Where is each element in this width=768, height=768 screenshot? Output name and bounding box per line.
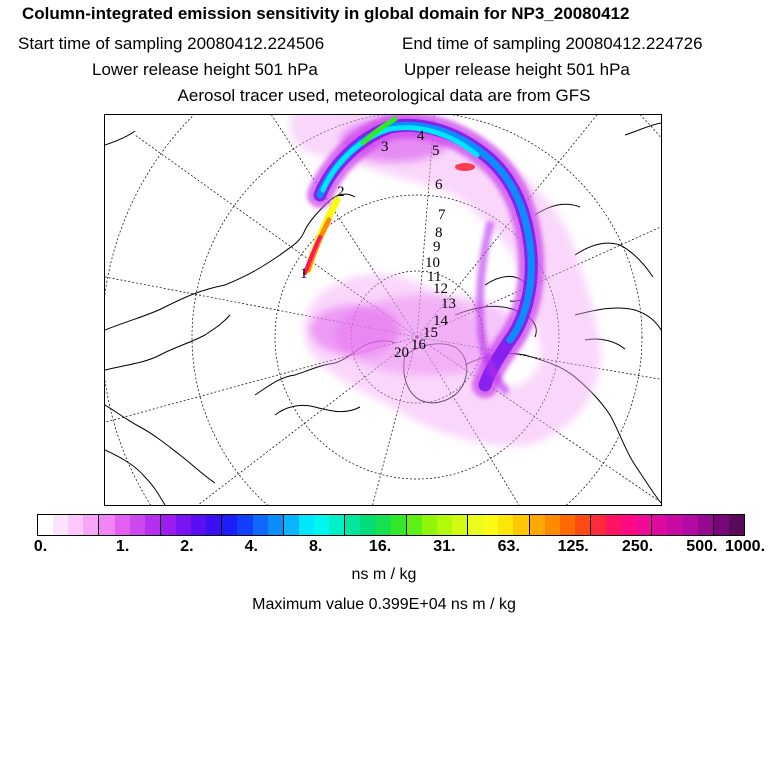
colorbar-segment bbox=[345, 515, 361, 535]
colorbar-segment bbox=[483, 515, 499, 535]
colorbar-tick-label: 125. bbox=[557, 538, 589, 555]
trajectory-label: 10 bbox=[425, 255, 440, 271]
latitude-circle bbox=[191, 115, 643, 505]
trajectory-label: 9 bbox=[433, 239, 441, 255]
colorbar-segment bbox=[590, 515, 607, 535]
trajectory-label: 16 bbox=[411, 337, 427, 353]
colorbar-segment bbox=[329, 515, 346, 535]
colorbar-segment bbox=[529, 515, 545, 535]
colorbar-tick-label: 16. bbox=[368, 538, 392, 555]
colorbar-segment bbox=[436, 515, 452, 535]
colorbar-segment bbox=[406, 515, 422, 535]
trajectory-label: 1 bbox=[300, 266, 308, 282]
plume-core-green bbox=[360, 116, 398, 146]
colorbar-segment bbox=[252, 515, 268, 535]
colorbar-segment bbox=[267, 515, 284, 535]
trajectory-label: 15 bbox=[423, 325, 438, 341]
trajectory-label: 20 bbox=[394, 345, 409, 361]
colorbar-tick-label: 1000. bbox=[724, 538, 766, 555]
trajectory-label: 3 bbox=[381, 139, 389, 155]
colorbar-segment bbox=[606, 515, 622, 535]
trajectory-label: 2 bbox=[337, 184, 345, 200]
trajectory-label: 4 bbox=[417, 128, 425, 144]
colorbar-segment bbox=[713, 515, 729, 535]
colorbar-segment bbox=[175, 515, 192, 535]
colorbar-segment bbox=[544, 515, 560, 535]
colorbar-segment bbox=[160, 515, 176, 535]
colorbar-tick-label: 2. bbox=[180, 538, 194, 555]
lower-release-height: Lower release height 501 hPa bbox=[92, 60, 318, 79]
colorbar-segment bbox=[728, 515, 745, 535]
colorbar-segment bbox=[298, 515, 314, 535]
colorbar-segment bbox=[513, 515, 530, 535]
plume-spot-red bbox=[455, 163, 475, 171]
colorbar-tick-label: 500. bbox=[686, 538, 718, 555]
end-time: End time of sampling 20080412.224726 bbox=[402, 34, 703, 53]
plume-arc-cyan bbox=[320, 125, 480, 193]
trajectory-label: 14 bbox=[433, 313, 449, 329]
colorbar-tick-label: 4. bbox=[244, 538, 258, 555]
colorbar-segment bbox=[83, 515, 100, 535]
colorbar-segment bbox=[222, 515, 238, 535]
colorbar-segment bbox=[559, 515, 575, 535]
emission-sensitivity-field bbox=[290, 115, 601, 446]
colorbar-segment bbox=[574, 515, 591, 535]
colorbar-segment bbox=[468, 515, 484, 535]
start-time: Start time of sampling 20080412.224506 bbox=[18, 34, 325, 53]
coastline-north bbox=[105, 122, 661, 146]
colorbar-segment bbox=[360, 515, 376, 535]
coastline-north-america bbox=[464, 352, 661, 504]
trajectory-labels: 1 2 3 4 5 6 7 8 9 10 11 12 13 14 15 16 2… bbox=[300, 128, 456, 361]
colorbar-segment bbox=[375, 515, 391, 535]
trajectory-label: 8 bbox=[435, 225, 443, 241]
colorbar-segment bbox=[237, 515, 253, 535]
colorbar-segment bbox=[114, 515, 130, 535]
colorbar-segment bbox=[191, 515, 207, 535]
plume-west-region bbox=[310, 305, 400, 355]
coastline-west bbox=[105, 404, 216, 505]
colorbar-segment bbox=[99, 515, 115, 535]
colorbar-segment bbox=[38, 515, 54, 535]
tracer-info: Aerosol tracer used, meteorological data… bbox=[177, 86, 591, 105]
upper-release-height: Upper release height 501 hPa bbox=[404, 60, 630, 79]
plume-core-red bbox=[303, 235, 322, 275]
plot-title: Column-integrated emission sensitivity i… bbox=[22, 4, 630, 23]
colorbar-segment bbox=[451, 515, 469, 535]
colorbar-segment bbox=[129, 515, 145, 535]
colorbar-segment bbox=[498, 515, 514, 535]
colorbar-segment bbox=[697, 515, 714, 535]
colorbar-segment bbox=[390, 515, 407, 535]
plume-branch bbox=[475, 221, 509, 394]
maximum-value: Maximum value 0.399E+04 ns m / kg bbox=[252, 596, 516, 613]
trajectory-label: 12 bbox=[433, 281, 448, 297]
trajectory-label: 6 bbox=[435, 177, 443, 193]
trajectory-label: 5 bbox=[432, 143, 440, 159]
colorbar-segment bbox=[421, 515, 437, 535]
colorbar-segment bbox=[144, 515, 161, 535]
trajectory-label: 13 bbox=[441, 296, 456, 312]
colorbar-tick-label: 8. bbox=[309, 538, 323, 555]
colorbar-segment bbox=[682, 515, 698, 535]
colorbar-segment bbox=[621, 515, 637, 535]
colorbar-tick-label: 250. bbox=[621, 538, 654, 555]
colorbar-segment bbox=[636, 515, 653, 535]
trajectory-label: 11 bbox=[427, 269, 441, 285]
colorbar-segment bbox=[283, 515, 299, 535]
trajectory-label: 7 bbox=[438, 207, 446, 223]
meridian-line bbox=[105, 276, 418, 338]
colorbar-tick-label: 63. bbox=[497, 538, 520, 555]
colorbar-segment bbox=[68, 515, 84, 535]
colorbar-units: ns m / kg bbox=[351, 566, 417, 583]
colorbar-tick-label: 1. bbox=[115, 538, 130, 555]
polar-stereographic-map: 1 2 3 4 5 6 7 8 9 10 11 12 13 14 15 16 2… bbox=[104, 114, 662, 506]
colorbar-segment bbox=[313, 515, 330, 535]
colorbar-segment bbox=[667, 515, 683, 535]
meridian-line bbox=[372, 336, 418, 505]
colorbar-tick-label: 31. bbox=[433, 538, 456, 555]
colorbar-segment bbox=[206, 515, 223, 535]
colorbar-segment bbox=[53, 515, 69, 535]
colorbar-tick-label: 0. bbox=[33, 538, 48, 555]
colorbar bbox=[37, 514, 745, 536]
colorbar-segment bbox=[652, 515, 668, 535]
